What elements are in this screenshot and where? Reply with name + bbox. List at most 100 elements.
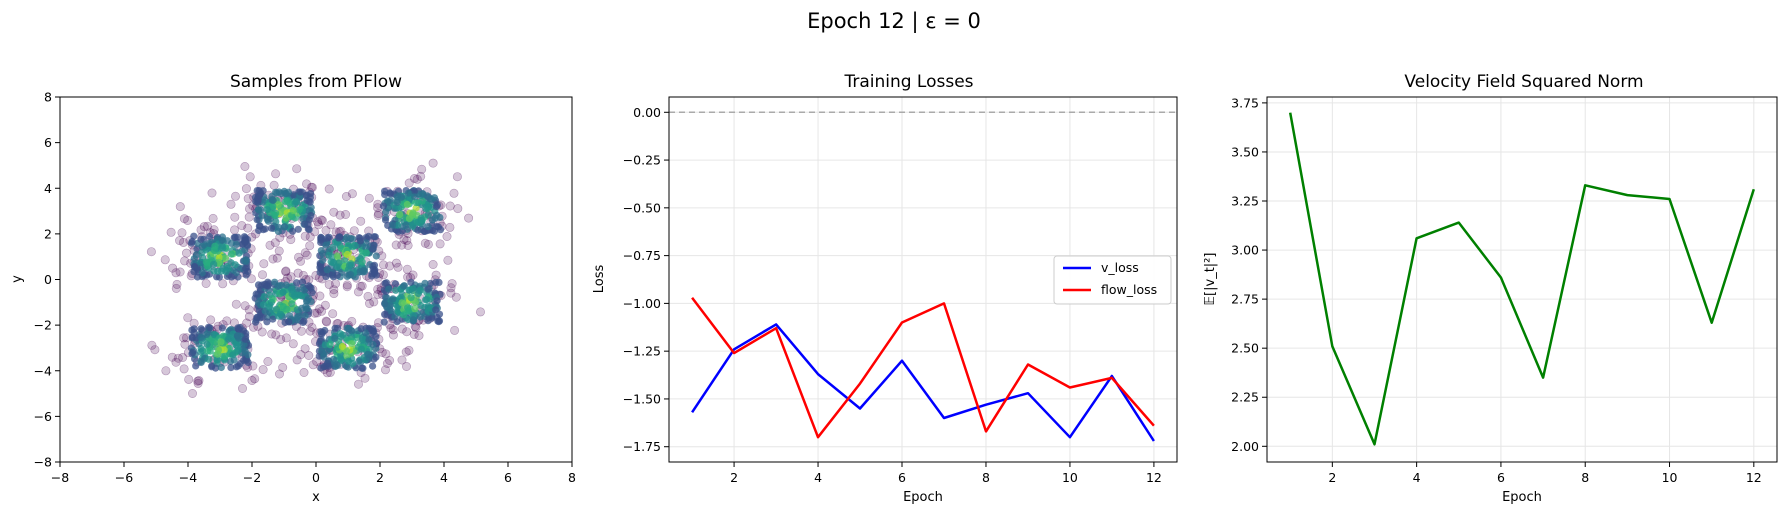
scatter-point [358, 258, 366, 266]
x-tick-label: 0 [312, 470, 320, 485]
scatter-point [303, 191, 311, 199]
scatter-point [436, 213, 444, 222]
scatter-point [274, 227, 282, 236]
y-tick-label: 2.00 [1231, 439, 1259, 454]
scatter-point [299, 367, 309, 377]
scatter-point [295, 206, 303, 214]
scatter-point [274, 246, 284, 256]
scatter-point [385, 261, 395, 271]
scatter-point [393, 198, 401, 206]
scatter-point [404, 189, 413, 197]
scatter-point [257, 270, 267, 280]
scatter-point [411, 305, 419, 313]
scatter-point [254, 281, 263, 289]
scatter-point [150, 345, 160, 355]
scatter-point [342, 280, 352, 290]
scatter-point [263, 318, 271, 326]
y-tick-label: 3.00 [1231, 243, 1259, 258]
scatter-point [418, 216, 426, 224]
scatter-point [424, 223, 432, 231]
scatter-point [380, 365, 390, 375]
scatter-point [193, 378, 203, 388]
scatter-point [316, 215, 326, 225]
scatter-point [365, 336, 373, 344]
scatter-point [179, 333, 189, 343]
series-line-series-0 [1288, 112, 1755, 446]
x-tick-label: −8 [51, 470, 69, 485]
scatter-point [275, 282, 284, 290]
scatter-point [226, 199, 236, 209]
scatter-point [252, 197, 260, 206]
scatter-point [344, 357, 353, 365]
scatter-point [173, 353, 183, 363]
scatter-point [196, 225, 206, 235]
scatter-point [385, 285, 393, 293]
scatter-point [433, 297, 441, 305]
scatter-point [421, 279, 429, 287]
scatter-point [183, 313, 193, 323]
scatter-point [265, 240, 275, 250]
scatter-point [408, 270, 418, 280]
scatter-point [258, 212, 266, 220]
scatter-point [232, 363, 241, 371]
y-tick-label: −1.00 [623, 296, 661, 311]
scatter-point [318, 330, 326, 338]
scatter-point [180, 339, 190, 349]
scatter-point [147, 340, 157, 350]
scatter-point [348, 340, 356, 348]
scatter-point [206, 324, 214, 332]
scatter-point [319, 256, 327, 264]
scatter-point [205, 355, 213, 363]
scatter-point [399, 311, 408, 319]
scatter-point [407, 278, 415, 286]
y-tick-label: −0.25 [623, 153, 661, 168]
scatter-point [296, 350, 306, 360]
scatter-point [349, 226, 359, 236]
series-line-flow-loss [691, 296, 1155, 439]
scatter-point [240, 257, 248, 265]
y-axis-label: Loss [592, 265, 607, 294]
scatter-point [241, 184, 251, 194]
scatter-point [464, 213, 474, 223]
scatter-point [329, 207, 339, 217]
scatter-point [198, 248, 206, 256]
scatter-point [280, 223, 288, 231]
scatter-point [388, 325, 398, 335]
scatter-point [369, 341, 377, 349]
velocity-ticks: 2 4 6 8 10 12 2.00 2.25 2.50 2.75 3.00 3.25 3.50 3.75 [1231, 95, 1762, 485]
scatter-point [160, 255, 170, 265]
y-tick-label: 0 [44, 272, 52, 287]
scatter-point [414, 331, 424, 341]
scatter-point [322, 317, 332, 327]
scatter-point [396, 211, 404, 219]
scatter-point [436, 226, 445, 234]
x-axis-label: Epoch [1502, 490, 1542, 505]
scatter-point [351, 242, 359, 250]
scatter-point [333, 360, 341, 368]
scatter-point [365, 232, 373, 240]
scatter-point [284, 188, 292, 196]
scatter-point [305, 282, 313, 290]
scatter-point [372, 353, 380, 361]
scatter-point [307, 322, 317, 332]
scatter-point [358, 364, 366, 372]
scatter-point [190, 262, 199, 271]
x-tick-label: 8 [1581, 470, 1589, 485]
scatter-point [183, 215, 193, 225]
scatter-point [296, 188, 304, 196]
scatter-point [214, 350, 222, 358]
scatter-point [293, 198, 301, 206]
scatter-point [247, 375, 257, 385]
scatter-point [373, 289, 383, 299]
scatter-point [292, 355, 302, 365]
y-tick-label: −2 [34, 318, 52, 333]
scatter-point [364, 298, 374, 308]
scatter-point [171, 283, 181, 293]
scatter-point [360, 373, 370, 383]
scatter-point [218, 279, 228, 289]
scatter-point [269, 315, 277, 323]
scatter-point [357, 281, 367, 291]
scatter-point [378, 260, 388, 270]
scatter-point [397, 324, 407, 334]
scatter-point [445, 222, 455, 232]
